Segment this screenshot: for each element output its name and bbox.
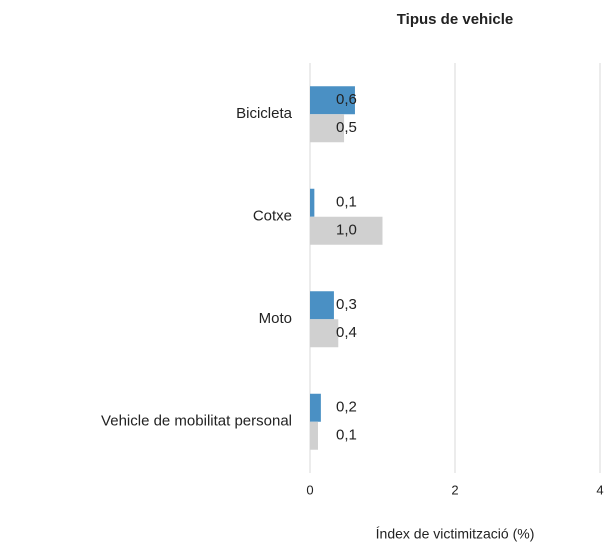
value-label: 0,3	[336, 296, 357, 313]
y-tick-label: Bicicleta	[236, 105, 293, 122]
value-label: 0,2	[336, 399, 357, 416]
bar	[310, 319, 339, 348]
bar	[310, 86, 355, 115]
y-tick-label: Cotxe	[253, 208, 292, 225]
value-label: 0,1	[336, 194, 357, 211]
x-axis-label: Índex de victimització (%)	[376, 526, 535, 542]
bar	[310, 114, 345, 143]
chart-title: Tipus de vehicle	[397, 11, 513, 28]
value-label: 0,4	[336, 324, 357, 341]
bar	[310, 291, 334, 320]
bar	[310, 188, 315, 217]
value-label: 1,0	[336, 222, 357, 239]
bar	[310, 216, 383, 245]
bar	[310, 393, 321, 422]
value-label: 0,6	[336, 91, 357, 108]
value-label: 0,1	[336, 427, 357, 444]
x-tick-label: 0	[306, 482, 313, 497]
x-tick-label: 2	[451, 482, 458, 497]
y-tick-label: Moto	[259, 310, 292, 327]
x-tick-label: 4	[596, 482, 603, 497]
bar	[310, 421, 318, 450]
y-tick-label: Vehicle de mobilitat personal	[101, 413, 292, 430]
value-label: 0,5	[336, 119, 357, 136]
